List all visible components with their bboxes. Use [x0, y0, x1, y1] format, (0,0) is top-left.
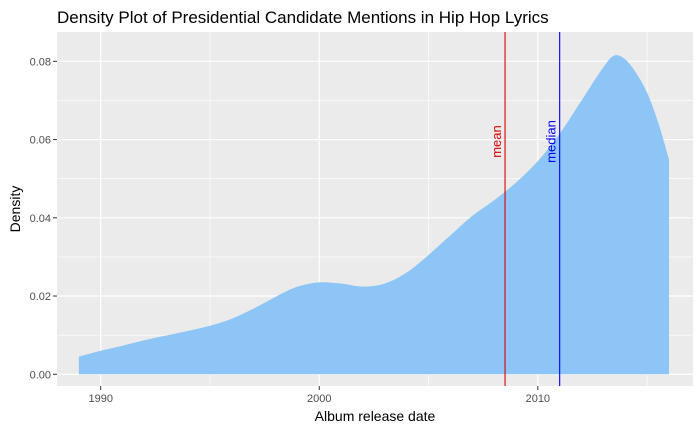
y-tick-label: 0.06	[30, 135, 51, 147]
mean-label: mean	[489, 125, 504, 158]
y-tick-label: 0.00	[30, 369, 51, 381]
y-tick-label: 0.02	[30, 291, 51, 303]
y-axis-title: Density	[7, 186, 23, 233]
x-tick-label: 2010	[526, 393, 550, 405]
y-tick-label: 0.08	[30, 56, 51, 68]
x-tick-label: 2000	[307, 393, 331, 405]
reference-lines: mean median	[489, 32, 561, 386]
x-axis-title: Album release date	[315, 408, 436, 424]
x-tick-label: 1990	[88, 393, 112, 405]
axes: 0.00 0.02 0.04 0.06 0.08 1990 2000 2010	[30, 56, 550, 405]
density-area	[78, 55, 669, 375]
density-area-layer	[78, 55, 669, 375]
median-label: median	[544, 120, 559, 163]
y-tick-label: 0.04	[30, 213, 51, 225]
chart-title: Density Plot of Presidential Candidate M…	[57, 8, 549, 27]
